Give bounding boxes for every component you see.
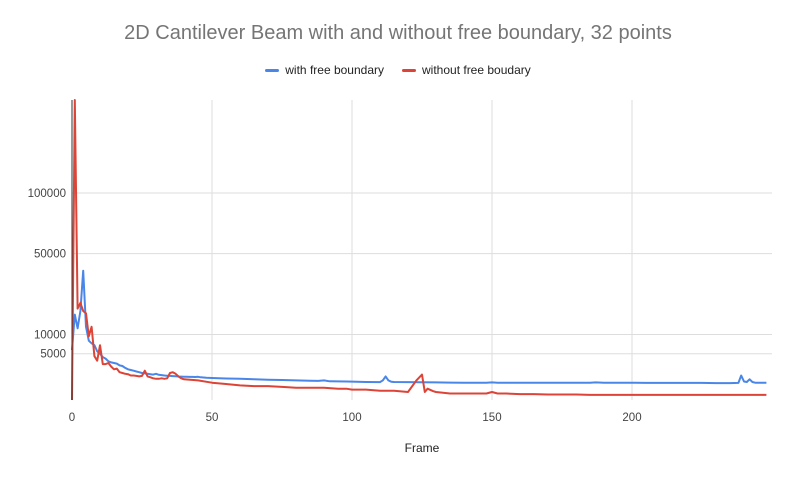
y-tick-label: 5000 <box>40 349 66 361</box>
legend-label: with free boundary <box>285 63 384 77</box>
legend: with free boundary without free boudary <box>0 63 796 77</box>
y-tick-label: 10000 <box>34 330 66 342</box>
legend-swatch-blue <box>265 68 280 72</box>
series-line <box>71 99 767 401</box>
legend-swatch-red <box>402 68 416 72</box>
x-tick-label: 0 <box>69 412 75 424</box>
x-tick-label: 200 <box>622 412 641 424</box>
y-tick-label: 50000 <box>34 249 66 261</box>
chart-title: 2D Cantilever Beam with and without free… <box>124 22 672 44</box>
x-tick-label: 50 <box>206 412 219 424</box>
x-tick-label: 100 <box>342 412 361 424</box>
legend-label: without free boudary <box>422 63 531 77</box>
x-tick-label: 150 <box>482 412 501 424</box>
series-line <box>71 269 767 385</box>
x-axis-label: Frame <box>404 441 440 455</box>
legend-item-without-free-boudary: without free boudary <box>402 63 531 77</box>
legend-item-with-free-boundary: with free boundary <box>265 63 384 77</box>
y-tick-label: 100000 <box>28 188 66 200</box>
